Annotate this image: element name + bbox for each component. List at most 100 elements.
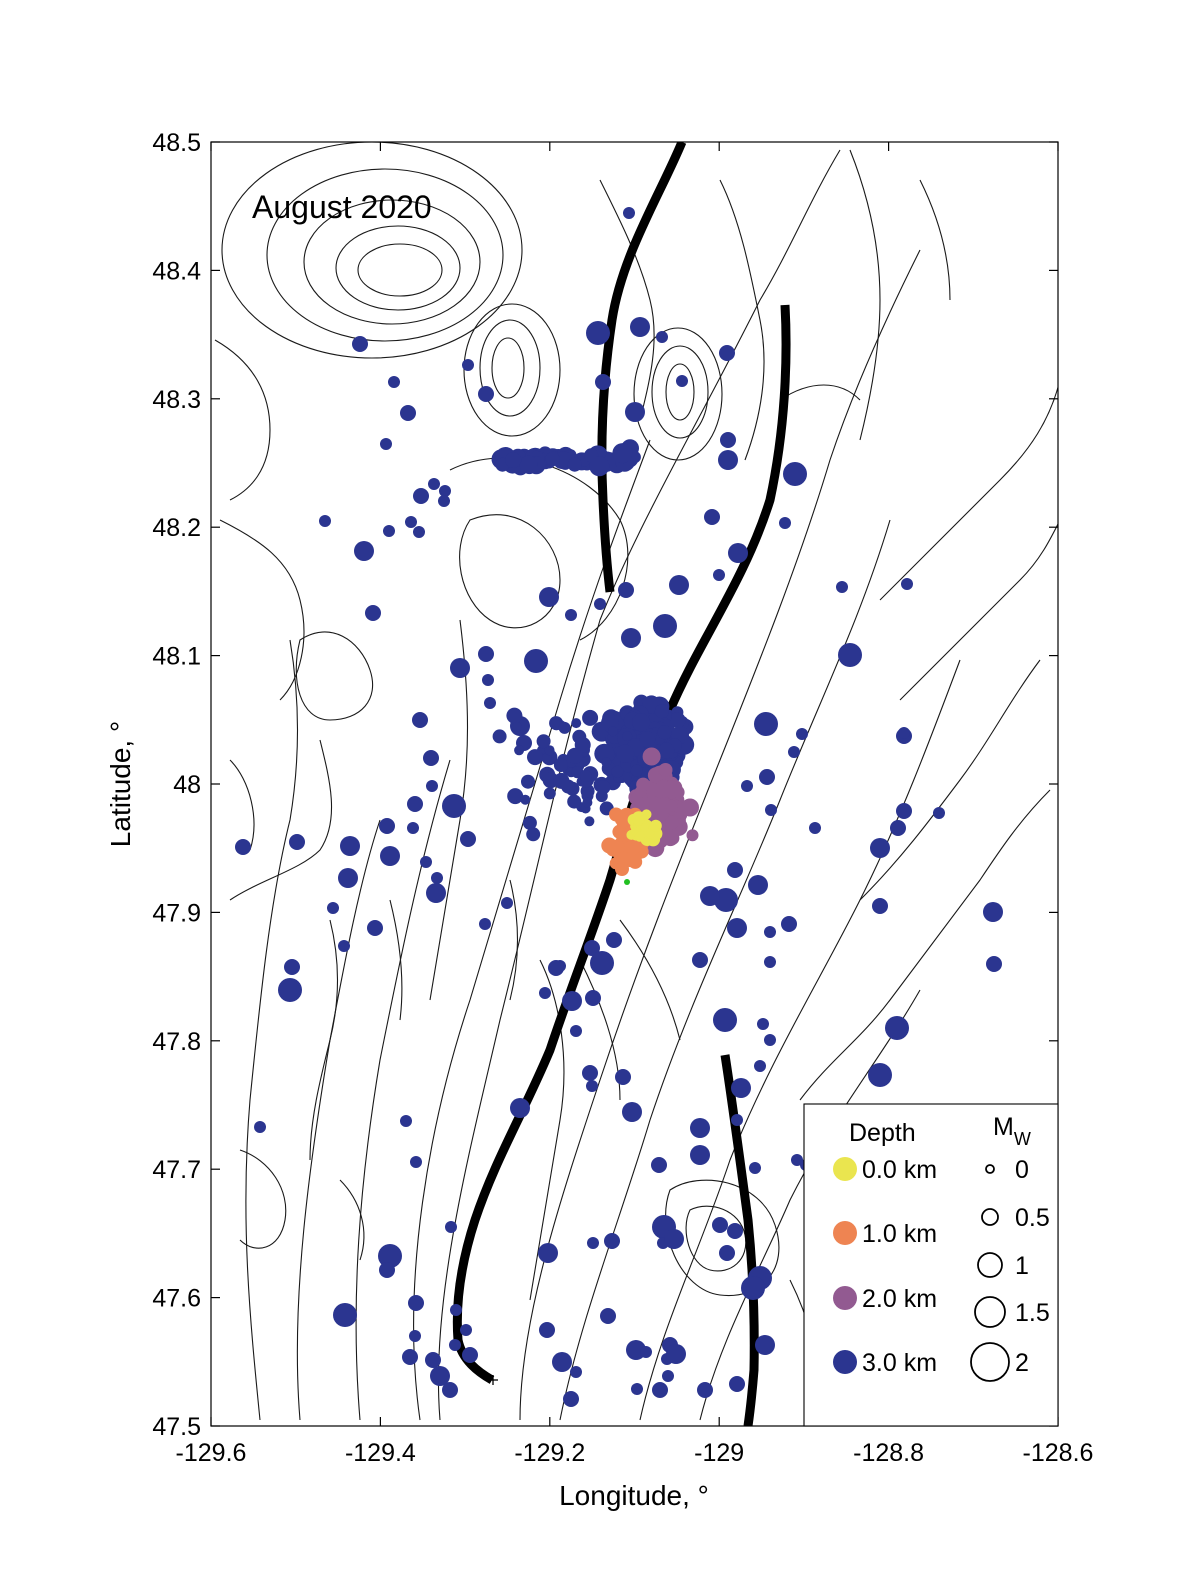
y-tick-label: 47.7 (152, 1156, 201, 1184)
earthquake-event (405, 516, 417, 528)
earthquake-event (428, 478, 440, 490)
earthquake-event (541, 753, 552, 763)
earthquake-event (520, 794, 531, 805)
earthquake-event (720, 432, 736, 448)
earthquake-event (686, 829, 699, 842)
earthquake-event (625, 402, 645, 422)
earthquake-event (594, 598, 606, 610)
earthquake-event (640, 823, 649, 832)
legend-mag-subscript: W (1014, 1129, 1031, 1149)
earthquake-event (601, 757, 612, 768)
earthquake-event (431, 872, 443, 884)
earthquake-event (649, 819, 662, 832)
legend-mag-circle-3 (974, 1296, 1006, 1328)
earthquake-event (506, 707, 523, 724)
x-tick-label: -129 (694, 1439, 744, 1467)
earthquake-event (836, 581, 848, 593)
earthquake-event (656, 331, 668, 343)
earthquake-event (727, 1223, 743, 1239)
earthquake-event (522, 815, 537, 830)
earthquake-event (669, 575, 689, 595)
earthquake-event (527, 749, 543, 766)
earthquake-event (462, 1347, 478, 1363)
earthquake-event (630, 764, 643, 777)
earthquake-event (505, 452, 522, 468)
earthquake-event (442, 1382, 458, 1398)
earthquake-event (426, 780, 438, 792)
earthquake-event (719, 345, 735, 361)
earthquake-event (757, 1018, 769, 1030)
earthquake-event (809, 822, 821, 834)
legend-mag-label-1: 0.5 (1015, 1204, 1050, 1232)
seismometer-marker (488, 1375, 498, 1385)
y-tick-label: 48.4 (152, 257, 201, 285)
earthquake-event (870, 838, 890, 858)
earthquake-event (430, 1366, 450, 1386)
earthquake-event (539, 587, 559, 607)
earthquake-event (482, 674, 494, 686)
earthquake-event (579, 770, 592, 782)
earthquake-event (727, 918, 747, 938)
earthquake-event (582, 709, 599, 726)
earthquake-event (690, 1118, 710, 1138)
earthquake-event (570, 1025, 582, 1037)
earthquake-event (380, 846, 400, 866)
earthquake-event (616, 813, 631, 828)
earthquake-event (838, 643, 862, 667)
legend-depth-title: Depth (849, 1119, 916, 1147)
earthquake-event (519, 455, 538, 474)
earthquake-event (425, 1352, 441, 1368)
earthquake-event (478, 646, 494, 662)
earthquake-event (885, 1016, 909, 1040)
earthquake-event (586, 321, 610, 345)
earthquake-event (544, 745, 555, 756)
earthquake-event (665, 815, 679, 830)
earthquake-event (439, 485, 451, 497)
earthquake-event (636, 777, 651, 792)
earthquake-event (352, 336, 368, 352)
earthquake-event (749, 1162, 761, 1174)
green-station-marker (624, 879, 630, 885)
earthquake-event (543, 787, 556, 800)
earthquake-event (652, 1382, 668, 1398)
earthquake-event (606, 932, 622, 948)
earthquake-event (510, 1098, 530, 1118)
earthquake-event (582, 1065, 598, 1081)
earthquake-event (584, 940, 600, 956)
earthquake-events (235, 207, 1003, 1407)
earthquake-event (663, 780, 682, 799)
earthquake-event (511, 721, 522, 732)
earthquake-event (278, 978, 302, 1002)
earthquake-event (662, 1370, 674, 1382)
earthquake-event (590, 951, 614, 975)
earthquake-event (632, 713, 651, 732)
earthquake-event (713, 1008, 737, 1032)
earthquake-event (333, 1303, 357, 1327)
legend-mag-label-0: 0 (1015, 1156, 1029, 1184)
earthquake-event (462, 359, 474, 371)
earthquake-event (676, 375, 688, 387)
legend: Depth MW 0.0 km 1.0 km 2.0 km 3.0 km 0 0… (803, 1103, 1059, 1427)
panel-title: August 2020 (252, 189, 432, 225)
earthquake-event (765, 804, 777, 816)
y-axis-ticks: 47.5 47.6 47.7 47.8 47.9 48 48.1 48.2 48.3 48.4 48… (152, 129, 1058, 1441)
earthquake-event (552, 1352, 572, 1372)
earthquake-event (570, 1366, 582, 1378)
earthquake-event (615, 1069, 631, 1085)
earthquake-event (567, 794, 582, 809)
legend-depth-swatch-0 (833, 1157, 857, 1181)
earthquake-event (791, 1154, 803, 1166)
earthquake-event (365, 605, 381, 621)
earthquake-event (779, 517, 791, 529)
earthquake-event (492, 729, 507, 744)
earthquake-event (380, 438, 392, 450)
legend-mag-symbol: M (993, 1113, 1014, 1141)
y-axis-label: Latitude, ° (105, 721, 136, 847)
earthquake-event (692, 952, 708, 968)
y-tick-label: 47.9 (152, 899, 201, 927)
earthquake-event (616, 851, 631, 866)
earthquake-event (327, 902, 339, 914)
legend-depth-swatch-3 (833, 1350, 857, 1374)
legend-mag-title: MW (993, 1113, 1031, 1149)
